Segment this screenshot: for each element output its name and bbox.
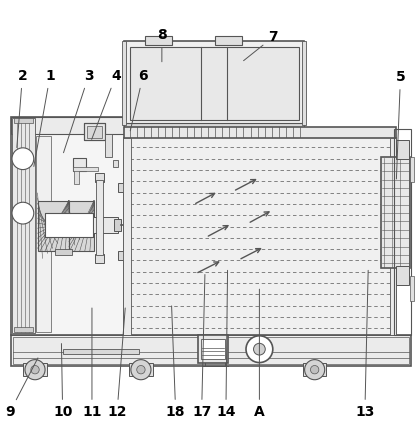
Circle shape bbox=[304, 360, 325, 380]
Circle shape bbox=[310, 365, 319, 374]
Bar bbox=[124, 138, 396, 334]
Text: 18: 18 bbox=[166, 306, 185, 419]
Bar bbox=[14, 327, 33, 332]
Bar bbox=[123, 138, 131, 334]
Bar bbox=[113, 159, 118, 167]
Text: 12: 12 bbox=[108, 308, 127, 419]
Bar bbox=[11, 334, 411, 366]
Bar bbox=[95, 172, 104, 182]
Bar bbox=[84, 123, 105, 140]
Bar bbox=[74, 169, 79, 184]
Bar bbox=[410, 157, 414, 182]
Bar bbox=[410, 276, 414, 301]
Bar bbox=[11, 117, 137, 134]
Bar bbox=[73, 167, 98, 171]
Bar bbox=[145, 35, 172, 45]
Circle shape bbox=[246, 336, 273, 362]
Bar bbox=[11, 117, 137, 334]
Bar bbox=[302, 42, 306, 125]
Bar bbox=[73, 158, 86, 171]
Bar bbox=[198, 334, 228, 363]
Bar bbox=[84, 123, 105, 140]
Bar bbox=[69, 201, 94, 251]
Bar bbox=[303, 363, 326, 377]
Text: 1: 1 bbox=[34, 69, 55, 167]
Circle shape bbox=[131, 360, 151, 380]
Bar bbox=[396, 140, 409, 159]
Bar bbox=[122, 42, 126, 125]
Bar bbox=[124, 127, 396, 140]
Circle shape bbox=[25, 360, 45, 380]
Bar bbox=[95, 254, 104, 263]
Bar bbox=[390, 138, 396, 334]
Text: 11: 11 bbox=[82, 308, 102, 419]
Bar bbox=[118, 251, 126, 260]
Bar bbox=[23, 363, 47, 377]
Bar bbox=[13, 337, 409, 364]
Text: 7: 7 bbox=[244, 30, 278, 61]
Text: 2: 2 bbox=[17, 69, 27, 148]
Circle shape bbox=[31, 365, 39, 374]
Bar bbox=[201, 339, 226, 359]
Text: 10: 10 bbox=[53, 344, 72, 419]
Circle shape bbox=[137, 365, 145, 374]
Bar bbox=[13, 118, 35, 333]
Text: 3: 3 bbox=[63, 69, 93, 153]
Circle shape bbox=[12, 202, 34, 224]
Text: 5: 5 bbox=[396, 70, 405, 179]
Bar bbox=[394, 129, 411, 334]
Bar bbox=[37, 201, 69, 251]
Bar bbox=[105, 134, 112, 157]
Bar bbox=[14, 118, 33, 123]
Text: A: A bbox=[254, 289, 265, 419]
Bar bbox=[36, 136, 51, 332]
Bar bbox=[396, 266, 409, 285]
Circle shape bbox=[254, 343, 265, 355]
Text: 9: 9 bbox=[5, 358, 38, 419]
Circle shape bbox=[12, 148, 34, 170]
Bar bbox=[130, 47, 299, 120]
Text: 4: 4 bbox=[92, 69, 121, 140]
Bar bbox=[114, 219, 121, 231]
Text: 8: 8 bbox=[157, 28, 167, 62]
Bar bbox=[96, 180, 103, 255]
Bar bbox=[87, 126, 102, 138]
Bar bbox=[93, 217, 118, 233]
Bar bbox=[124, 42, 304, 125]
Text: 6: 6 bbox=[130, 69, 148, 131]
Bar bbox=[45, 213, 93, 237]
Bar bbox=[381, 157, 410, 268]
Bar bbox=[55, 249, 72, 255]
Bar bbox=[129, 363, 152, 377]
Bar bbox=[124, 123, 304, 129]
Text: 13: 13 bbox=[355, 270, 375, 419]
Bar bbox=[63, 349, 139, 354]
Text: 17: 17 bbox=[192, 275, 211, 419]
Bar bbox=[118, 183, 126, 192]
Text: 14: 14 bbox=[216, 270, 236, 419]
Bar bbox=[215, 35, 242, 45]
Bar bbox=[45, 213, 93, 237]
